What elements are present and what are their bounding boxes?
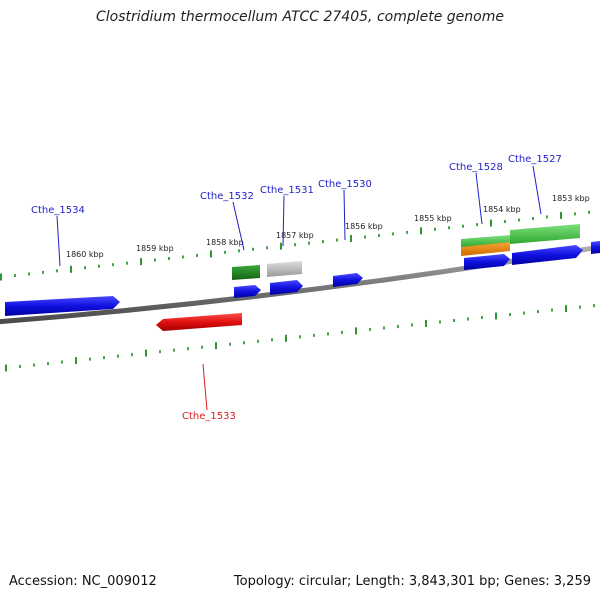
- label-cthe-1530: Cthe_1530: [318, 179, 372, 190]
- feature-light-green-a[interactable]: [461, 235, 510, 247]
- feature-track: [232, 224, 580, 280]
- accession-text: Accession: NC_009012: [9, 574, 157, 589]
- gene-cthe-1527[interactable]: [512, 245, 583, 265]
- upper-tick-row: [0, 210, 590, 281]
- label-cthe-1528: Cthe_1528: [449, 162, 503, 173]
- label-cthe-1531: Cthe_1531: [260, 185, 314, 196]
- scale-label-1859: 1859 kbp: [136, 244, 174, 253]
- gene-partial-right[interactable]: [591, 241, 600, 254]
- scale-label-1860: 1860 kbp: [66, 250, 104, 259]
- scale-label-1856: 1856 kbp: [345, 222, 383, 231]
- gene-cthe-1534[interactable]: [5, 296, 120, 316]
- gene-cthe-1528[interactable]: [464, 254, 510, 270]
- scale-label-1854: 1854 kbp: [483, 205, 521, 214]
- label-cthe-1532: Cthe_1532: [200, 191, 254, 202]
- label-cthe-1527: Cthe_1527: [508, 154, 562, 165]
- feature-dark-green[interactable]: [232, 265, 260, 280]
- label-cthe-1533: Cthe_1533: [182, 411, 236, 422]
- map-title: Clostridium thermocellum ATCC 27405, com…: [96, 9, 504, 25]
- forward-genes: [5, 241, 600, 316]
- label-leaders: [56, 165, 542, 411]
- gene-cthe-1531[interactable]: [270, 280, 303, 295]
- scale-label-1858: 1858 kbp: [206, 238, 244, 247]
- label-cthe-1534: Cthe_1534: [31, 205, 85, 216]
- gene-cthe-1533[interactable]: [156, 313, 242, 331]
- scale-label-1853: 1853 kbp: [552, 194, 590, 203]
- scale-label-1855: 1855 kbp: [414, 214, 452, 223]
- feature-grey[interactable]: [267, 261, 302, 277]
- lower-tick-row: [5, 304, 595, 372]
- gene-cthe-1532[interactable]: [234, 285, 261, 298]
- feature-light-green-b[interactable]: [510, 224, 580, 244]
- scale-label-1857: 1857 kbp: [276, 231, 314, 240]
- genome-stats-text: Topology: circular; Length: 3,843,301 bp…: [233, 574, 591, 589]
- gene-cthe-1530[interactable]: [333, 273, 363, 287]
